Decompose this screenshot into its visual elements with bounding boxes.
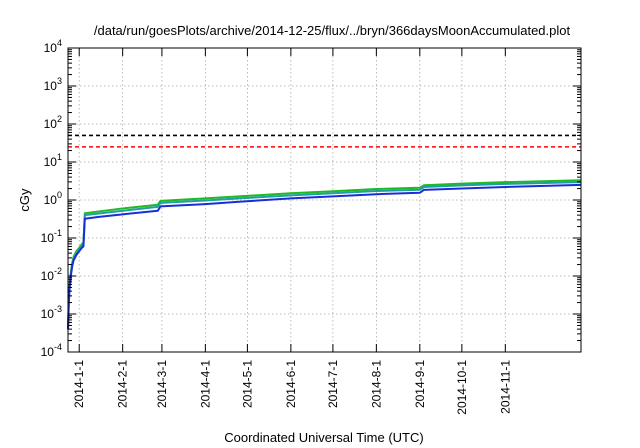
y-tick-label: 10-4 xyxy=(41,342,62,359)
x-tick-label: 2014-9-1 xyxy=(413,360,427,408)
y-tick-label: 10-3 xyxy=(41,304,62,321)
series-line xyxy=(67,183,582,330)
x-tick-label: 2014-2-1 xyxy=(116,360,130,408)
x-tick-label: 2014-3-1 xyxy=(155,360,169,408)
y-tick-label: 104 xyxy=(44,38,62,55)
x-tick-label: 2014-7-1 xyxy=(326,360,340,408)
x-tick-label: 2014-8-1 xyxy=(369,360,383,408)
y-axis-label: cGy xyxy=(17,188,32,212)
y-tick-label: 10-1 xyxy=(41,228,62,245)
reference-lines xyxy=(68,134,581,148)
y-tick-label: 102 xyxy=(44,114,62,131)
x-axis-label: Coordinated Universal Time (UTC) xyxy=(224,430,423,445)
y-tick-labels: 10-4 10-3 10-2 10-1 100 101 102 103 104 xyxy=(41,38,62,359)
x-tick-label: 2014-11-1 xyxy=(498,360,512,414)
x-tick-labels: 2014-1-1 2014-2-1 2014-3-1 2014-4-1 2014-5-1… xyxy=(72,360,512,415)
ticks xyxy=(68,47,581,353)
y-tick-label: 100 xyxy=(44,190,62,207)
series-lines xyxy=(67,179,582,330)
x-tick-label: 2014-4-1 xyxy=(198,360,212,408)
chart-title: /data/run/goesPlots/archive/2014-12-25/f… xyxy=(94,23,571,38)
x-tick-label: 2014-1-1 xyxy=(72,360,86,408)
y-tick-label: 101 xyxy=(44,152,62,169)
y-tick-label: 10-2 xyxy=(41,266,62,283)
y-tick-label: 103 xyxy=(44,76,62,93)
x-tick-label: 2014-5-1 xyxy=(240,360,254,408)
x-tick-label: 2014-6-1 xyxy=(284,360,298,408)
x-tick-label: 2014-10-1 xyxy=(455,360,469,415)
grid xyxy=(68,48,581,352)
